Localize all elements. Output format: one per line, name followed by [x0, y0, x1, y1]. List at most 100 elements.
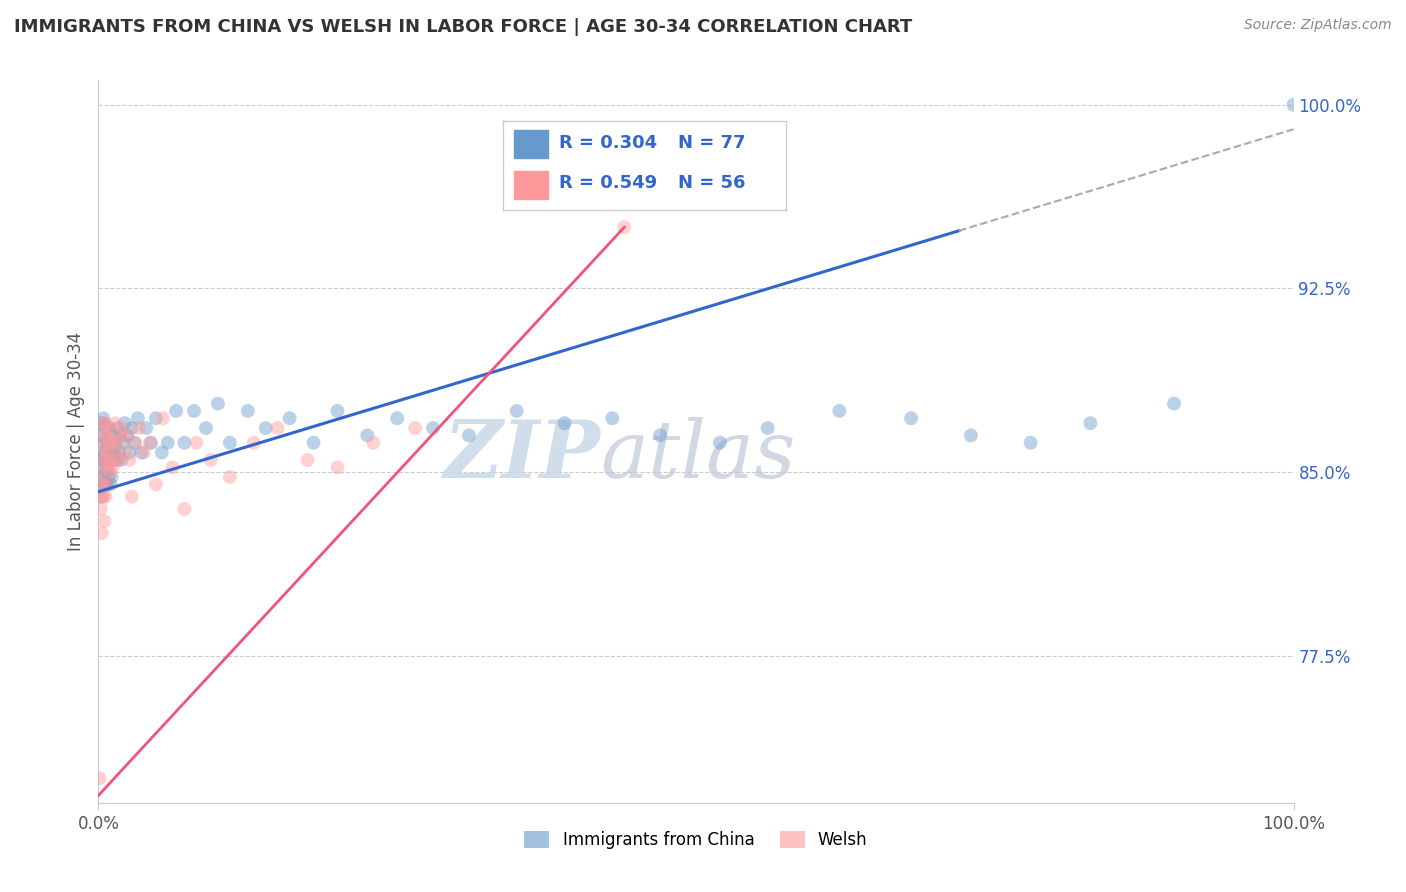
- Text: atlas: atlas: [600, 417, 796, 495]
- Text: ZIP: ZIP: [443, 417, 600, 495]
- Point: [173, 435, 195, 450]
- Point: [90, 465, 112, 479]
- Point: [98, 421, 121, 435]
- Point: [131, 445, 153, 459]
- Point: [90, 428, 112, 442]
- Point: [91, 416, 114, 430]
- Point: [93, 477, 115, 491]
- Point: [96, 435, 118, 450]
- Point: [98, 435, 122, 450]
- Point: [94, 416, 117, 430]
- Point: [97, 435, 120, 450]
- Point: [219, 470, 242, 484]
- Point: [602, 411, 624, 425]
- Point: [96, 477, 118, 491]
- Point: [404, 421, 426, 435]
- Point: [97, 470, 120, 484]
- Point: [150, 445, 173, 459]
- Text: N = 56: N = 56: [678, 174, 745, 193]
- Point: [96, 460, 118, 475]
- Point: [186, 435, 208, 450]
- Point: [91, 477, 114, 491]
- Point: [156, 435, 179, 450]
- Point: [121, 421, 143, 435]
- Point: [135, 421, 157, 435]
- Point: [91, 453, 114, 467]
- Point: [107, 435, 129, 450]
- Point: [648, 428, 672, 442]
- Point: [506, 404, 529, 418]
- Point: [1282, 97, 1305, 112]
- Point: [111, 435, 134, 450]
- Point: [128, 421, 150, 435]
- Point: [219, 435, 242, 450]
- Point: [93, 435, 115, 450]
- Point: [145, 411, 167, 425]
- Point: [103, 445, 125, 459]
- Point: [101, 453, 124, 467]
- Point: [97, 453, 120, 467]
- Point: [139, 435, 162, 450]
- Point: [100, 470, 122, 484]
- Point: [124, 435, 146, 450]
- Point: [114, 445, 136, 459]
- Legend: Immigrants from China, Welsh: Immigrants from China, Welsh: [517, 824, 875, 856]
- Point: [243, 435, 266, 450]
- Point: [91, 416, 114, 430]
- Y-axis label: In Labor Force | Age 30-34: In Labor Force | Age 30-34: [66, 332, 84, 551]
- Point: [91, 411, 114, 425]
- Text: Source: ZipAtlas.com: Source: ZipAtlas.com: [1244, 18, 1392, 32]
- Point: [139, 435, 162, 450]
- Point: [94, 477, 117, 491]
- Point: [111, 421, 134, 435]
- Point: [110, 453, 132, 467]
- Point: [98, 421, 121, 435]
- Point: [98, 477, 122, 491]
- Point: [183, 404, 205, 418]
- Point: [207, 396, 229, 410]
- Point: [104, 435, 127, 450]
- Point: [107, 421, 129, 435]
- Point: [422, 421, 444, 435]
- Point: [103, 435, 125, 450]
- Point: [709, 435, 731, 450]
- Point: [297, 453, 319, 467]
- Bar: [515, 129, 548, 158]
- Point: [101, 428, 124, 442]
- Point: [900, 411, 922, 425]
- Point: [1019, 435, 1042, 450]
- Point: [828, 404, 851, 418]
- Point: [96, 428, 118, 442]
- Point: [91, 445, 114, 459]
- Point: [91, 441, 114, 455]
- Point: [385, 411, 409, 425]
- Point: [98, 453, 121, 467]
- Point: [363, 435, 385, 450]
- Text: R = 0.304: R = 0.304: [560, 134, 658, 153]
- Point: [236, 404, 259, 418]
- Point: [302, 435, 325, 450]
- Bar: [515, 170, 548, 199]
- Point: [98, 435, 122, 450]
- Point: [458, 428, 481, 442]
- Point: [118, 453, 141, 467]
- Point: [98, 465, 122, 479]
- Point: [115, 428, 138, 442]
- Point: [107, 453, 129, 467]
- Text: IMMIGRANTS FROM CHINA VS WELSH IN LABOR FORCE | AGE 30-34 CORRELATION CHART: IMMIGRANTS FROM CHINA VS WELSH IN LABOR …: [14, 18, 912, 36]
- Point: [613, 220, 636, 235]
- Point: [200, 453, 222, 467]
- Point: [98, 453, 121, 467]
- Point: [93, 465, 115, 479]
- Point: [89, 772, 111, 786]
- Point: [89, 490, 111, 504]
- Point: [162, 460, 184, 475]
- Point: [127, 411, 149, 425]
- Point: [91, 490, 114, 504]
- Point: [132, 445, 155, 459]
- Point: [91, 526, 114, 541]
- Point: [100, 445, 122, 459]
- Point: [90, 502, 112, 516]
- Point: [96, 445, 118, 459]
- Point: [326, 404, 349, 418]
